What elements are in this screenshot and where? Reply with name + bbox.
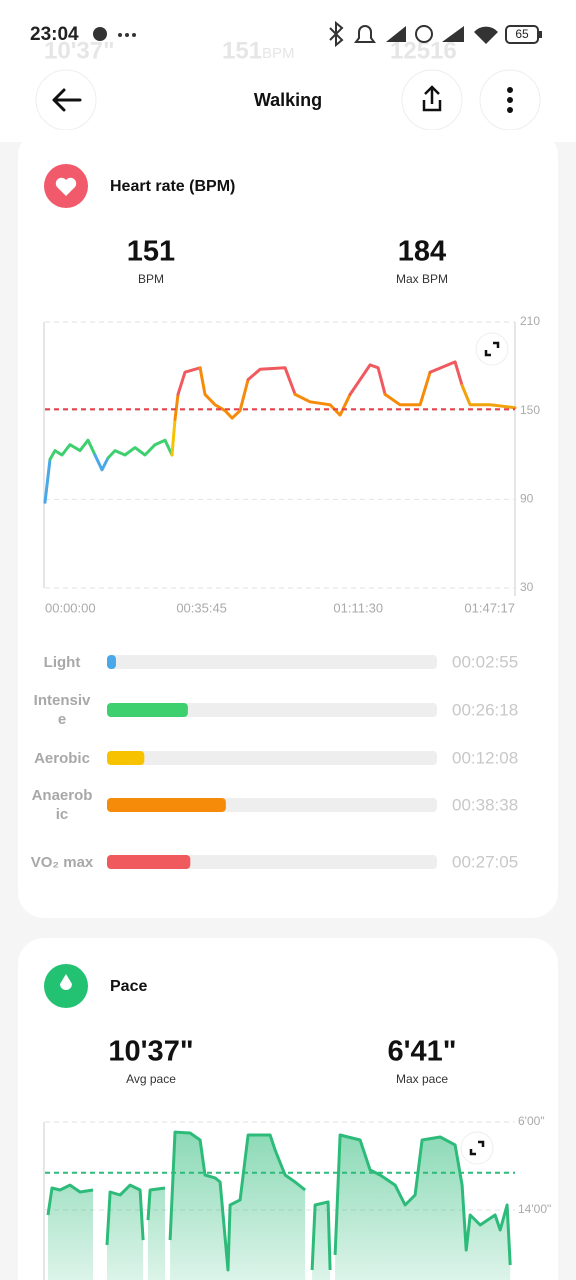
battery-tip: [539, 31, 542, 38]
expand-icon: [484, 341, 500, 357]
expand-button[interactable]: [475, 332, 509, 366]
y-tick-label: 210: [520, 314, 540, 328]
heart-rate-line: [383, 370, 432, 407]
zone-track: [107, 655, 437, 669]
stat-label: Avg pace: [126, 1072, 176, 1086]
zone-bar: [107, 855, 191, 869]
signal-icon: [442, 26, 464, 42]
x-tick-label: 00:00:00: [45, 600, 96, 615]
heart-rate-line: [106, 438, 174, 460]
battery-icon: [505, 25, 539, 44]
status-icons: [93, 20, 542, 48]
stat-label: Max pace: [396, 1072, 448, 1086]
zone-label: VO₂ max: [30, 853, 94, 871]
battery-level: 65: [515, 27, 529, 41]
heart-rate-line: [428, 360, 464, 387]
y-tick-label: 150: [520, 403, 540, 417]
mute-icon: [354, 25, 376, 43]
y-tick-label: 30: [520, 580, 534, 594]
heart-rate-line: [48, 438, 97, 461]
zone-duration: 00:27:05: [452, 852, 518, 871]
r-icon: [415, 25, 433, 43]
top-area: [0, 0, 576, 142]
stat-value: 6'41": [387, 1036, 456, 1068]
bg-stat: BPM: [262, 45, 295, 62]
wifi-icon: [474, 26, 498, 44]
charts: 30 90 150 210 00:00:00 00:35:45 01:11:30 01:47:…: [43, 314, 551, 1280]
x-tick-label: 01:11:30: [333, 600, 383, 615]
zone-label: Aerobic: [34, 749, 90, 767]
bg-stat: 151: [222, 37, 262, 64]
dot: [118, 33, 122, 37]
chat-icon: [93, 27, 107, 41]
pace-line: [46, 1130, 512, 1272]
zone-bar: [107, 798, 226, 812]
zone-label: Anaerobic: [31, 787, 93, 823]
zone-duration: 00:26:18: [452, 700, 518, 719]
heart-rate-line: [198, 366, 250, 420]
heart-rate-line: [246, 366, 297, 396]
heart-rate-line: [170, 418, 177, 457]
heart-rate-line: [93, 453, 110, 472]
zone-track: [107, 751, 437, 765]
y-tick-label: 90: [520, 492, 534, 506]
heart-rate-line: [348, 363, 387, 396]
heart-rate-card: [18, 130, 558, 918]
zone-label: Intensive: [33, 692, 91, 728]
signal-icon: [386, 26, 406, 42]
zone-duration: 00:38:38: [452, 795, 518, 814]
expand-icon: [469, 1140, 485, 1156]
zone-duration: 00:02:55: [452, 652, 518, 671]
header-title: Walking: [254, 90, 322, 110]
pace-icon: [60, 974, 72, 990]
more-icon: [507, 87, 513, 113]
back-arrow: [52, 88, 82, 112]
x-tick-label: 00:35:45: [176, 600, 227, 615]
card-title: Heart rate (BPM): [110, 178, 235, 195]
stat-label: BPM: [138, 272, 164, 286]
heart-rate-line: [43, 457, 52, 504]
y-tick-label: 6'00": [518, 1114, 545, 1128]
bg-stat: 10'37": [44, 37, 114, 64]
y-tick-label: 14'00": [518, 1202, 551, 1216]
expand-button[interactable]: [460, 1131, 494, 1165]
x-tick-label: 01:47:17: [464, 600, 515, 615]
stat-value: 10'37": [108, 1036, 193, 1068]
zone-duration: 00:12:08: [452, 748, 518, 767]
zone-label: Light: [43, 653, 81, 671]
pace-area: [48, 1132, 511, 1280]
dot: [125, 33, 129, 37]
heart-rate-line: [460, 384, 517, 410]
stat-value: 184: [398, 236, 446, 268]
zone-bar: [107, 703, 188, 717]
bluetooth-icon: [329, 20, 344, 48]
stat-value: 151: [127, 236, 175, 268]
card-title: Pace: [110, 978, 147, 995]
heart-icon: [55, 177, 77, 196]
heart-rate-line: [173, 392, 180, 421]
zone-bar: [107, 751, 145, 765]
zone-track: [107, 703, 437, 717]
dot: [132, 33, 136, 37]
status-time: 23:04: [30, 24, 79, 45]
heart-rate-line: [176, 366, 202, 396]
share-icon: [422, 85, 442, 112]
zone-bar: [107, 655, 116, 669]
stat-label: Max BPM: [396, 272, 448, 286]
